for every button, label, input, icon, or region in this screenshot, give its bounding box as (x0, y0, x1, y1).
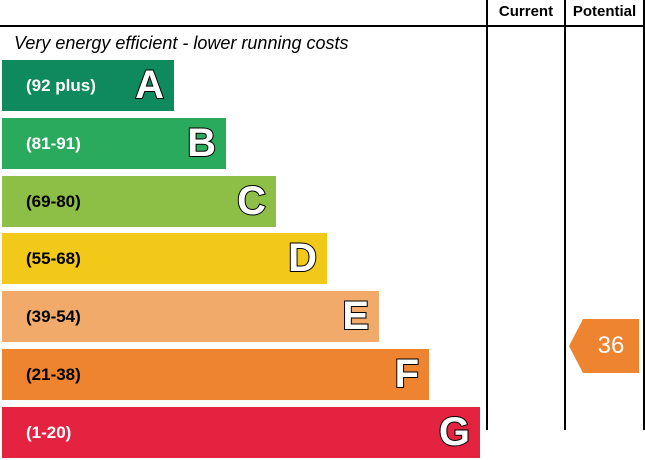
right-border (643, 0, 645, 430)
band-range-label: (1-20) (26, 422, 72, 442)
band-range-label: (21-38) (26, 365, 81, 384)
band-letter: G (438, 409, 471, 455)
band-b: (81-91) B (2, 117, 226, 169)
potential-rating-value: 36 (597, 332, 625, 359)
band-range-label: (92 plus) (26, 76, 96, 95)
band-c: (69-80) C (2, 175, 276, 227)
band-letter: F (394, 351, 420, 397)
band-d: (55-68) D (2, 233, 327, 285)
current-column-divider (486, 0, 488, 430)
band-range-label: (39-54) (26, 307, 81, 327)
band-letter: E (341, 293, 370, 339)
potential-rating-marker: 36 (569, 319, 639, 373)
band-letter: C (236, 178, 267, 224)
band-a: (92 plus) A (2, 60, 174, 111)
efficiency-note: Very energy efficient - lower running co… (14, 33, 349, 53)
band-range-label: (69-80) (26, 191, 81, 211)
band-letter: D (287, 235, 318, 281)
rating-arrow-shape (569, 319, 639, 373)
band-f: (21-38) F (2, 349, 429, 400)
band-letter: B (186, 120, 217, 166)
band-g: (1-20) G (2, 406, 480, 458)
current-column-header: Current (498, 3, 554, 20)
header-rule (0, 25, 645, 27)
potential-column-header: Potential (572, 3, 637, 20)
band-range-label: (55-68) (26, 249, 81, 269)
band-e: (39-54) E (2, 291, 379, 343)
potential-column-divider (564, 0, 566, 430)
band-letter: A (134, 62, 165, 108)
band-range-label: (81-91) (26, 133, 81, 153)
